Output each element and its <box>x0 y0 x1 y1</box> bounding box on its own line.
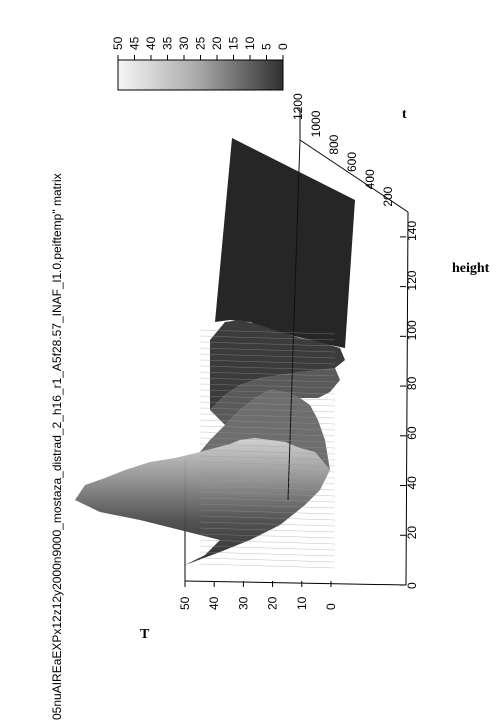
mesh-line <box>199 365 336 371</box>
mesh-line <box>199 521 336 527</box>
colorbar-tick-label: 20 <box>210 36 224 50</box>
colorbar-gradient <box>117 59 284 91</box>
colorbar-tick-label: 0 <box>276 43 290 50</box>
mesh-line <box>199 557 336 563</box>
z-tick-label: 40 <box>207 596 221 610</box>
base-edge <box>184 580 407 586</box>
surface-ridge-line <box>287 139 301 501</box>
x-tick-label: 80 <box>405 376 419 390</box>
z-tick-label: 30 <box>236 596 250 610</box>
mesh-line <box>199 371 336 377</box>
z-tick-label: 50 <box>178 596 192 610</box>
z-tick-labels: 0 10 20 30 40 50 <box>178 581 338 610</box>
mesh-line <box>199 401 336 407</box>
colorbar-tick-label: 50 <box>111 36 125 50</box>
x-axis-label: height <box>452 261 490 276</box>
mesh-line <box>199 329 336 335</box>
y-tick-label: 1000 <box>309 110 323 137</box>
mesh-line <box>199 407 336 413</box>
colorbar-tick-label: 5 <box>260 43 274 50</box>
surface <box>75 138 355 569</box>
x-tick-label: 60 <box>405 426 419 440</box>
y-tick-label: 600 <box>345 152 359 172</box>
surface-transition-mesh <box>210 320 345 410</box>
colorbar-tick-label: 15 <box>227 36 241 50</box>
mesh-line <box>199 473 336 479</box>
y-axis-label: t <box>402 107 407 122</box>
colorbar-tick-labels: 50 45 40 35 30 25 20 15 10 5 0 <box>111 36 290 60</box>
chart-title: 05nuAIREaEXPx12z12y2000n9000_mostaza_dis… <box>50 173 64 720</box>
mesh-line <box>199 545 336 551</box>
mesh-line <box>199 551 336 557</box>
mesh-line <box>199 491 336 497</box>
colorbar-tick-label: 30 <box>177 36 191 50</box>
x-tick-labels: 0 20 40 60 80 100 120 140 <box>400 221 419 589</box>
surface-mid-region <box>200 390 330 470</box>
mesh-line <box>199 527 336 533</box>
mesh-line <box>199 353 336 359</box>
mesh-line <box>199 341 336 347</box>
mesh-line <box>199 419 336 425</box>
colorbar-tick-label: 10 <box>243 36 257 50</box>
mesh-line <box>199 479 336 485</box>
back-edge <box>299 139 409 213</box>
mesh-line <box>199 377 336 383</box>
y-tick-label: 400 <box>363 169 377 189</box>
mesh-line <box>199 431 336 437</box>
mesh-line <box>199 461 336 467</box>
x-tick-label: 120 <box>405 270 419 290</box>
mesh-line <box>199 455 336 461</box>
mesh-line <box>199 395 336 401</box>
colorbar: 50 45 40 35 30 25 20 15 10 5 0 <box>111 36 290 91</box>
colorbar-tick-label: 40 <box>144 36 158 50</box>
mesh-line <box>199 449 336 455</box>
z-tick-label: 0 <box>324 603 338 610</box>
mesh-line <box>199 515 336 521</box>
mesh-line <box>199 425 336 431</box>
x-tick-label: 0 <box>405 582 419 589</box>
z-tick-label: 10 <box>295 596 309 610</box>
mesh-line <box>199 347 336 353</box>
mesh-line <box>199 383 336 389</box>
mesh-line <box>199 533 336 539</box>
y-tick-labels: 200 400 600 800 1000 1200 <box>291 93 395 207</box>
mesh-line <box>199 509 336 515</box>
colorbar-tick-label: 25 <box>194 36 208 50</box>
surface-mid-band <box>210 368 340 425</box>
mesh-line <box>199 389 336 395</box>
z-tick-label: 20 <box>266 596 280 610</box>
mesh-line <box>199 467 336 473</box>
mesh-line <box>199 497 336 503</box>
x-tick-label: 20 <box>405 526 419 540</box>
mesh-line <box>199 485 336 491</box>
mesh-line <box>199 359 336 365</box>
mesh-line <box>199 413 336 419</box>
colorbar-tick-label: 45 <box>128 36 142 50</box>
mesh-line <box>199 443 336 449</box>
mesh-line <box>199 437 336 443</box>
mesh-line <box>199 563 336 569</box>
x-tick-label: 100 <box>405 320 419 340</box>
mesh-line <box>199 539 336 545</box>
x-axis-line <box>405 211 409 586</box>
mesh-line <box>199 503 336 509</box>
surface-mesh-lines <box>199 329 336 569</box>
y-tick-label: 800 <box>327 134 341 154</box>
colorbar-tick-label: 35 <box>161 36 175 50</box>
mesh-line <box>199 335 336 341</box>
surface-dark-plateau <box>215 138 355 348</box>
x-tick-label: 40 <box>405 476 419 490</box>
y-tick-label: 200 <box>381 186 395 206</box>
z-axis-label: T <box>140 627 150 642</box>
y-tick-label: 1200 <box>291 93 305 120</box>
x-tick-label: 140 <box>405 221 419 241</box>
